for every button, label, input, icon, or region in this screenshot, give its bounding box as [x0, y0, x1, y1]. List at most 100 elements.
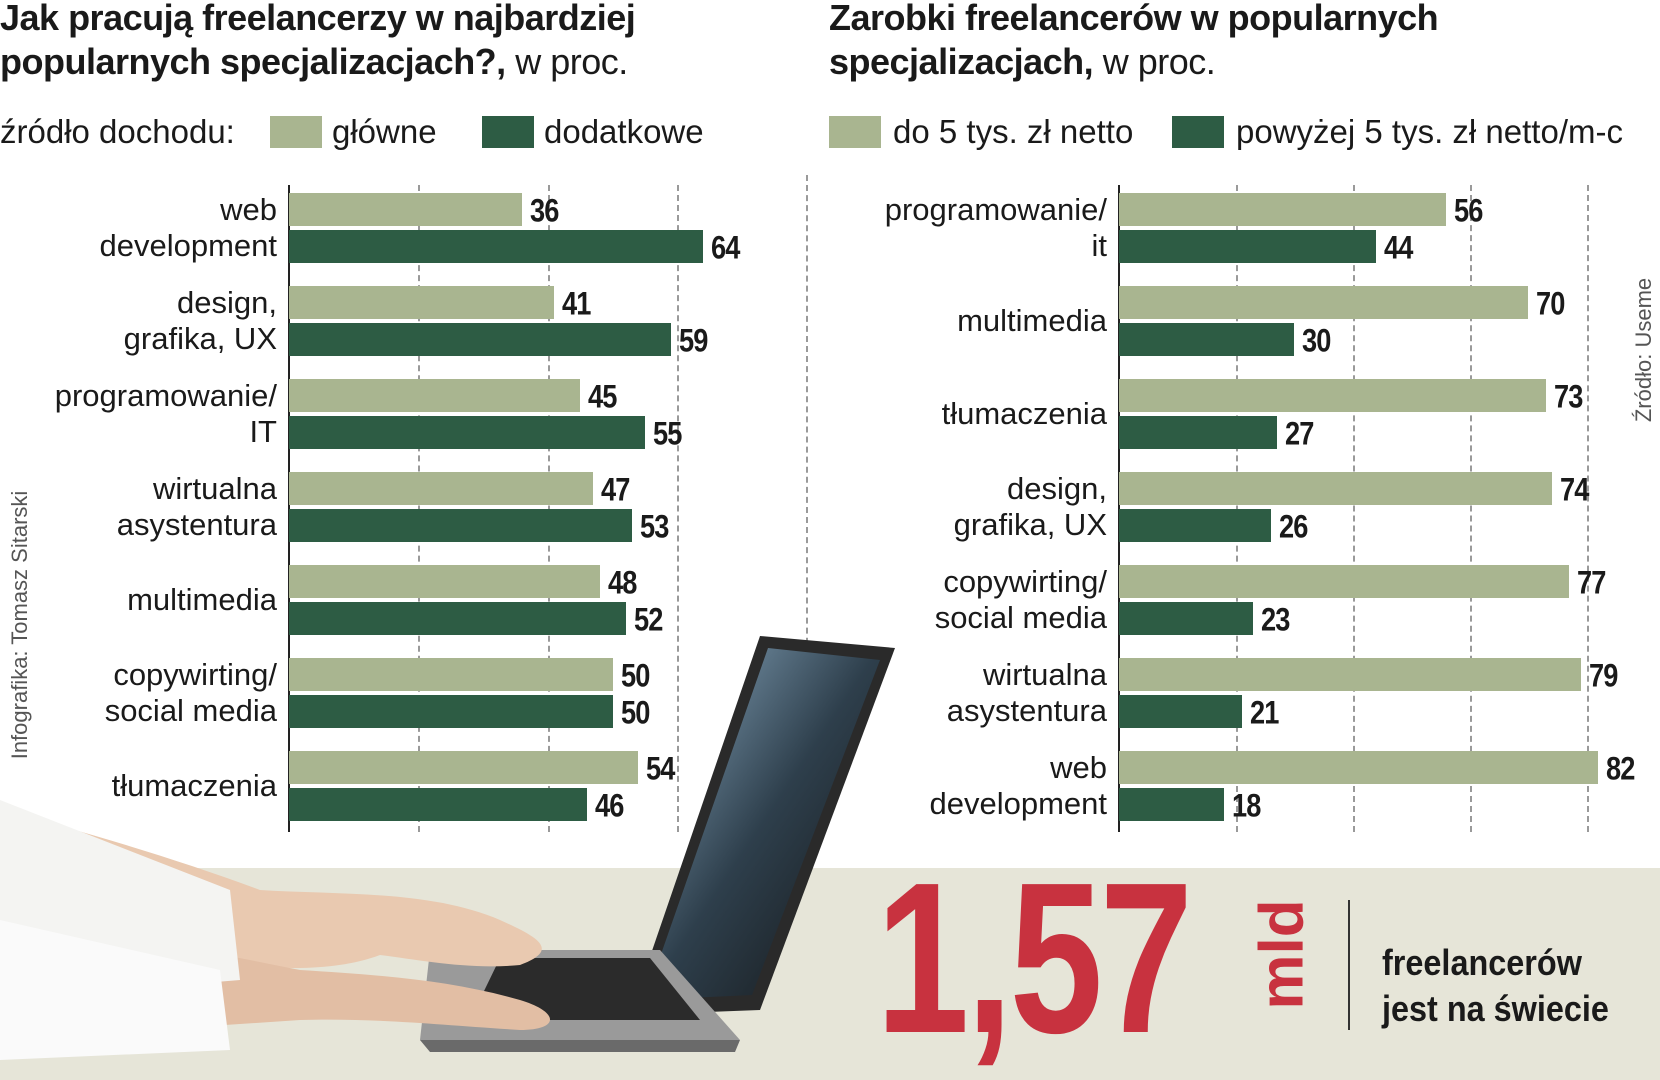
bar — [1119, 509, 1272, 542]
bar — [289, 565, 600, 598]
laptop-illustration — [0, 636, 895, 1060]
value-label: 54 — [646, 750, 676, 786]
bar — [1119, 565, 1570, 598]
value-label: 45 — [588, 378, 617, 414]
bar — [1119, 230, 1377, 263]
bar — [1119, 788, 1225, 821]
legend-swatch — [270, 116, 322, 148]
category-label: web development — [929, 750, 1107, 821]
category-label: design, grafika, UX — [953, 471, 1107, 542]
bar — [289, 658, 613, 691]
bar — [1119, 323, 1295, 356]
stat-unit: mld — [1247, 899, 1317, 1010]
unit: w proc. — [515, 41, 628, 82]
value-label: 23 — [1261, 601, 1291, 637]
value-label: 26 — [1279, 508, 1308, 544]
value-label: 41 — [562, 285, 591, 321]
title-text: Jak pracują freelancerzy w najbardziej p… — [0, 0, 636, 82]
category-label: web development — [99, 192, 277, 263]
category-label: multimedia — [127, 582, 277, 617]
category-label: tłumaczenia — [941, 396, 1107, 431]
bar — [1119, 751, 1599, 784]
unit: w proc. — [1102, 41, 1216, 82]
category-label: design, grafika, UX — [123, 285, 277, 356]
value-label: 44 — [1384, 229, 1413, 265]
laptop-edge — [420, 1040, 740, 1052]
bar — [1119, 658, 1581, 691]
legend-swatch — [829, 116, 881, 148]
legend-label: główne — [332, 113, 437, 150]
bar — [1119, 286, 1529, 319]
grid-line — [1352, 185, 1355, 832]
chart-title: Zarobki freelancerów w popularnych specj… — [829, 0, 1629, 84]
value-label: 79 — [1588, 657, 1618, 693]
credit: Źródło: Useme — [1631, 277, 1656, 423]
value-label: 70 — [1536, 285, 1565, 321]
grid-line — [418, 185, 421, 832]
value-label: 56 — [1454, 192, 1483, 228]
value-label: 21 — [1249, 694, 1279, 730]
stat-caption: freelancerów jest na świecie — [1382, 942, 1609, 1029]
legend-swatch — [1172, 116, 1224, 148]
value-label: 18 — [1232, 787, 1261, 823]
grid-line — [547, 185, 550, 832]
category-label: programowanie/ IT — [54, 378, 277, 449]
value-label: 48 — [607, 564, 637, 600]
grid-line — [1235, 185, 1238, 832]
bar — [289, 230, 704, 263]
value-label: 50 — [620, 694, 650, 730]
category-label: multimedia — [957, 303, 1107, 338]
sleeve — [0, 920, 230, 1060]
bar — [289, 751, 639, 784]
value-label: 47 — [601, 471, 630, 507]
bar — [289, 286, 555, 319]
legend-title: źródło dochodu: — [0, 113, 235, 150]
value-label: 27 — [1284, 415, 1314, 451]
chart-title: Jak pracują freelancerzy w najbardziej p… — [0, 0, 790, 84]
value-label: 59 — [678, 322, 708, 358]
value-label: 50 — [620, 657, 650, 693]
grid-line — [1586, 185, 1589, 832]
bar — [289, 509, 632, 542]
axis-line — [1118, 185, 1120, 832]
legend-swatch — [482, 116, 534, 148]
category-label: copywirting/ social media — [104, 657, 277, 728]
separator — [1348, 900, 1350, 1030]
bar — [1119, 379, 1546, 412]
value-label: 46 — [594, 787, 624, 823]
value-label: 77 — [1577, 564, 1606, 600]
bar — [289, 788, 587, 821]
stat-value: 1,57 — [876, 837, 1193, 1078]
bar — [1119, 602, 1254, 635]
bar — [289, 602, 626, 635]
value-label: 64 — [711, 229, 740, 265]
value-label: 52 — [633, 601, 663, 637]
bar — [1119, 416, 1277, 449]
bar — [289, 379, 581, 412]
category-label: programowanie/ it — [884, 192, 1107, 263]
category-label: wirtualna asystentura — [946, 657, 1107, 728]
value-label: 73 — [1553, 378, 1583, 414]
axis-line — [288, 185, 290, 832]
bar — [289, 323, 671, 356]
legend-label: powyżej 5 tys. zł netto/m-c — [1236, 113, 1623, 150]
divider — [806, 175, 808, 865]
value-label: 53 — [639, 508, 669, 544]
category-label: copywirting/ social media — [934, 564, 1107, 635]
title-text: Zarobki freelancerów w popularnych specj… — [829, 0, 1439, 82]
bar — [1119, 695, 1242, 728]
bar — [289, 193, 522, 226]
category-label: wirtualna asystentura — [116, 471, 277, 542]
laptop-screen — [645, 648, 880, 1000]
bar — [289, 472, 594, 505]
bar — [289, 416, 645, 449]
value-label: 74 — [1559, 471, 1589, 507]
value-label: 36 — [529, 192, 559, 228]
bar — [1119, 193, 1447, 226]
grid-line — [677, 185, 680, 832]
value-label: 30 — [1302, 322, 1331, 358]
bar — [1119, 472, 1552, 505]
category-label: tłumaczenia — [111, 768, 277, 803]
legend-label: dodatkowe — [544, 113, 704, 150]
